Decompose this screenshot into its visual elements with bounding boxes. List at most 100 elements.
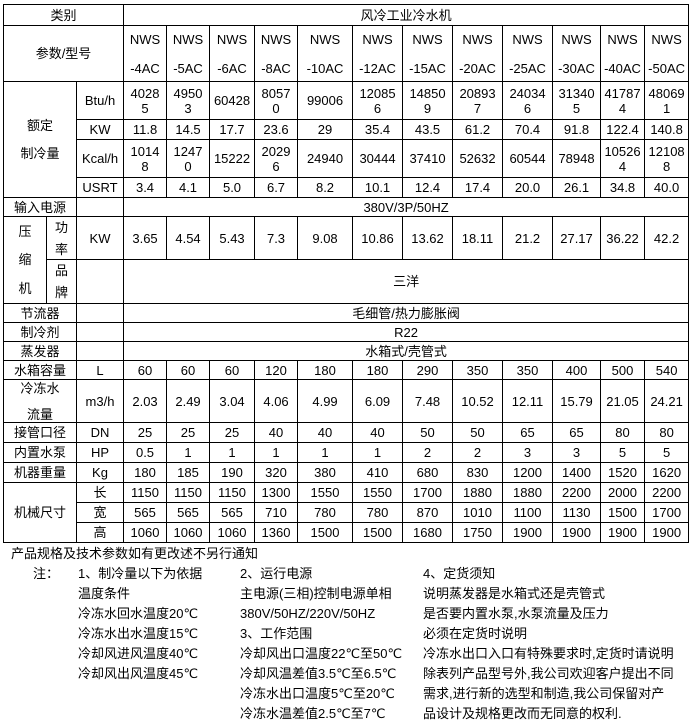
model-suffix: -12AC [359, 60, 396, 76]
text-line: 必须在定货时说明 [423, 626, 528, 641]
label-char: 品 [54, 263, 68, 278]
spec-value-cell: 10.52 [452, 379, 504, 423]
model-prefix: NWS [412, 31, 443, 47]
spec-value-cell: 3.04 [209, 379, 256, 423]
unit-cell: USRT [75, 177, 125, 198]
spec-value-cell: 1750 [452, 522, 504, 543]
model-header-cell: NWS -15AC [402, 25, 454, 82]
spec-value-cell: 52632 [452, 139, 504, 178]
spec-value-cell: 12.11 [502, 379, 554, 423]
compressor-power-label: 功率 [46, 216, 77, 260]
model-prefix: NWS [362, 31, 393, 47]
row-capacity-kcal: Kcal/h 10148 12470 15222 20296 24940 30444 374… [4, 139, 690, 178]
spec-value-cell: 99006 [297, 81, 354, 120]
text-line: 冷冻水出口温度5℃至20℃ [240, 686, 395, 701]
model-header-cell: NWS -4AC [123, 25, 168, 82]
spec-value-cell: 50 [452, 422, 504, 443]
model-prefix: NWS [309, 31, 341, 47]
spec-value-cell: 10148 [123, 139, 168, 178]
text-line: 冷冻水回水温度20℃ [78, 606, 199, 621]
text-line: 需求,进行新的选型和制造,我公司保留对产 [423, 686, 665, 701]
spec-value-cell: 40.0 [644, 177, 690, 198]
model-header-cell: NWS -40AC [600, 25, 646, 82]
spec-value-cell: 24940 [297, 139, 354, 178]
spec-table: 类别 风冷工业冷水机 参数/型号 NWS -4AC NWS -5AC NWS -6AC NW… [2, 4, 690, 543]
spec-value-cell: 17.4 [452, 177, 504, 198]
spec-value-cell: 1150 [166, 482, 211, 503]
spec-value-cell: 9.08 [297, 216, 354, 260]
spec-value-cell: 4.06 [254, 379, 299, 423]
spec-value-cell: 91.8 [552, 119, 602, 140]
spec-value-cell: 2 [452, 442, 504, 463]
row-dimension-length: 机械尺寸 长 1150 1150 1150 1300 1550 1550 1700 1880 1… [3, 482, 690, 543]
spec-value-cell: 23.6 [254, 119, 299, 140]
compressor-brand-value: 三洋 [123, 259, 690, 304]
power-supply-label: 输入电源 [3, 197, 77, 217]
spec-value-cell: 121088 [644, 139, 690, 178]
spec-value-cell: 2.03 [123, 379, 168, 423]
spec-value-cell: 1900 [552, 522, 602, 543]
model-header-cell: NWS -30AC [552, 25, 602, 82]
spec-value-cell: 120 [254, 360, 299, 380]
model-header-cell: NWS -10AC [297, 25, 354, 82]
spec-value-cell: 1360 [254, 522, 299, 543]
builtin-pump-label: 内置水泵 [3, 442, 77, 463]
capacity-label: 额定 制冷量 [3, 81, 77, 198]
unit-cell: Kg [75, 462, 125, 483]
model-suffix: -6AC [217, 60, 247, 76]
spec-value-cell: 15222 [209, 139, 256, 178]
spec-value-cell: 12470 [166, 139, 211, 178]
spec-value-cell: 5 [644, 442, 690, 463]
model-suffix: -20AC [459, 60, 496, 76]
spec-value-cell: 180 [297, 360, 354, 380]
spec-value-cell: 4.99 [297, 379, 354, 423]
spec-value-cell: 1060 [209, 522, 256, 543]
spec-value-cell: 40 [297, 422, 354, 443]
row-capacity-usrt: USRT 3.4 4.1 5.0 6.7 8.2 10.1 12.4 17.4 20.0 26.1… [4, 177, 690, 198]
spec-value-cell: 5.0 [209, 177, 256, 198]
model-suffix: -5AC [173, 60, 203, 76]
spec-value-cell: 3 [502, 442, 554, 463]
spec-value-cell: 3.65 [123, 216, 168, 260]
unit-cell: Kcal/h [75, 139, 125, 178]
spec-value-cell: 1 [352, 442, 404, 463]
spec-value-cell: 65 [502, 422, 554, 443]
row-tank-capacity: 水箱容量 L 60 60 60 120 180 180 290 350 350 400 500 540 [3, 360, 690, 380]
spec-value-cell: 35.4 [352, 119, 404, 140]
model-suffix: -50AC [648, 60, 686, 76]
spec-value-cell: 37410 [402, 139, 454, 178]
notes-section: 注： 1、制冷量以下为依据 温度条件 冷冻水回水温度20℃ 冷冻水出水温度15℃ 冷却风… [33, 564, 696, 724]
empty-cell [75, 322, 125, 342]
spec-value-cell: 380 [297, 462, 354, 483]
label-char: 缩 [18, 252, 32, 268]
compressor-brand-label: 品牌 [46, 259, 77, 304]
text-line: 2、运行电源 [240, 566, 313, 581]
spec-value-cell: 78948 [552, 139, 602, 178]
model-prefix: NWS [651, 31, 682, 47]
pipe-diameter-label: 接管口径 [3, 422, 77, 443]
power-supply-value: 380V/3P/50HZ [123, 197, 690, 217]
spec-value-cell: 20296 [254, 139, 299, 178]
spec-value-cell: 27.17 [552, 216, 602, 260]
spec-value-cell: 4.1 [166, 177, 211, 198]
spec-value-cell: 60 [166, 360, 211, 380]
text-line: 额定 [26, 118, 53, 133]
spec-value-cell: 60544 [502, 139, 554, 178]
row-compressor-power: 压缩机 功率 KW 3.65 4.54 5.43 7.3 9.08 10.86 13.62 1… [3, 216, 690, 304]
unit-cell: DN [75, 422, 125, 443]
model-suffix: -10AC [306, 60, 344, 76]
model-header-cell: NWS -8AC [254, 25, 299, 82]
model-prefix: NWS [607, 31, 638, 47]
spec-value-cell: 1700 [644, 502, 690, 523]
text-line: 冷却风温差值3.5℃至6.5℃ [240, 666, 397, 681]
row-throttle: 节流器 毛细管/热力膨胀阀 [3, 303, 690, 323]
spec-value-cell: 21.2 [502, 216, 554, 260]
empty-cell [75, 303, 125, 323]
model-header-cell: NWS -5AC [166, 25, 211, 82]
label-char: 牌 [54, 285, 68, 300]
spec-value-cell: 5.43 [209, 216, 256, 260]
spec-value-cell: 1880 [452, 482, 504, 503]
model-prefix: NWS [129, 31, 161, 47]
spec-value-cell: 208937 [452, 81, 504, 120]
